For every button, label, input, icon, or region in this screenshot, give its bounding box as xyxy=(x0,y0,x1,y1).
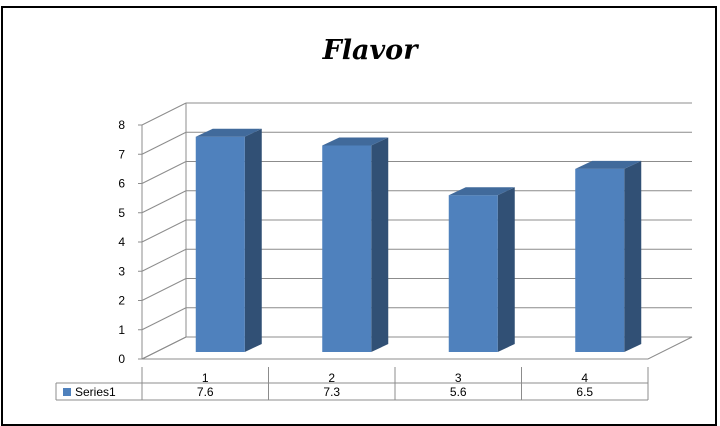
data-table-cell: 7.3 xyxy=(323,385,340,399)
side-gridline xyxy=(141,102,187,126)
bar-top xyxy=(448,187,515,196)
bar-1 xyxy=(195,128,262,352)
flavor-bar-chart: Flavor 0 1 2 3 4 5 6 7 8 1 2 3 4 7.6 7.3 5.6 6.5 Series… xyxy=(55,35,693,401)
x-tick-label: 2 xyxy=(328,371,335,385)
y-tick-label: 1 xyxy=(118,323,125,337)
y-tick-label: 4 xyxy=(118,235,125,249)
side-gridline xyxy=(141,161,187,184)
side-gridline xyxy=(141,307,187,331)
bar-side xyxy=(497,187,515,352)
bars xyxy=(195,128,642,352)
side-gridline xyxy=(141,131,187,155)
side-gridline xyxy=(141,248,187,272)
chart-title: Flavor xyxy=(322,35,420,66)
bar-top xyxy=(575,160,642,169)
bar-side xyxy=(624,160,642,352)
bar-side xyxy=(371,137,389,352)
y-tick-label: 7 xyxy=(118,147,125,161)
x-tick-label: 1 xyxy=(202,371,209,385)
x-axis-ticks: 1 2 3 4 xyxy=(202,371,589,385)
data-table-cell: 5.6 xyxy=(450,385,467,399)
bar-top xyxy=(195,128,262,137)
data-table: 7.6 7.3 5.6 6.5 Series1 xyxy=(55,367,649,401)
side-gridline xyxy=(141,336,187,360)
side-gridline xyxy=(141,190,187,214)
bar-front xyxy=(448,195,498,352)
y-tick-label: 5 xyxy=(118,206,125,220)
data-table-cell: 7.6 xyxy=(197,385,214,399)
bar-side xyxy=(244,128,262,352)
data-table-cell: 6.5 xyxy=(576,385,593,399)
bar-4 xyxy=(575,160,642,352)
side-gridline xyxy=(141,278,187,301)
bar-top xyxy=(322,137,389,146)
legend-key-swatch xyxy=(63,388,71,396)
bar-3 xyxy=(448,187,515,352)
bar-2 xyxy=(322,137,389,352)
bar-front xyxy=(322,145,372,352)
y-tick-label: 2 xyxy=(118,294,125,308)
x-tick-label: 4 xyxy=(581,371,588,385)
y-tick-label: 6 xyxy=(118,177,125,191)
y-axis-ticks: 0 1 2 3 4 5 6 7 8 xyxy=(118,118,142,366)
bar-front xyxy=(195,136,245,352)
y-tick-label: 3 xyxy=(118,264,125,278)
legend-key-label: Series1 xyxy=(75,385,116,399)
y-tick-label: 8 xyxy=(118,118,125,132)
y-tick-label: 0 xyxy=(118,352,125,366)
bar-front xyxy=(575,168,625,352)
side-gridline xyxy=(141,219,187,243)
x-tick-label: 3 xyxy=(455,371,462,385)
